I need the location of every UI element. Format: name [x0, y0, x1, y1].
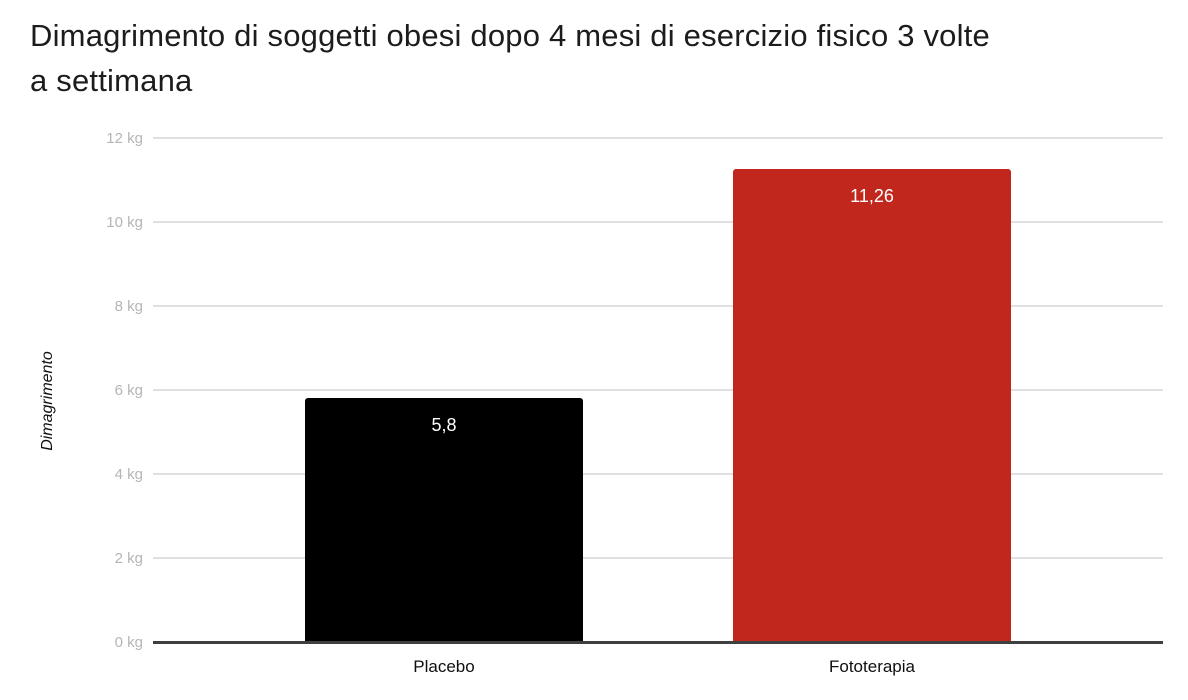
bar-value-label: 11,26: [850, 186, 894, 207]
chart-title-line-2: a settimana: [30, 63, 193, 98]
gridline: [153, 305, 1163, 307]
y-tick-label: 0 kg: [114, 634, 143, 651]
x-category-label: Fototerapia: [829, 657, 915, 676]
x-category-label: Placebo: [413, 657, 475, 676]
x-axis-line: [153, 641, 1163, 644]
bar-placebo: 5,8: [305, 398, 583, 642]
y-tick-label: 4 kg: [114, 466, 143, 483]
y-tick-label: 12 kg: [106, 130, 143, 147]
y-tick-label: 6 kg: [114, 382, 143, 399]
chart-title: Dimagrimento di soggetti obesi dopo 4 me…: [30, 13, 990, 103]
y-tick-label: 10 kg: [106, 214, 143, 231]
gridline: [153, 221, 1163, 223]
chart-title-line-1: Dimagrimento di soggetti obesi dopo 4 me…: [30, 18, 990, 53]
y-tick-label: 2 kg: [114, 550, 143, 567]
gridline: [153, 389, 1163, 391]
gridline: [153, 473, 1163, 475]
y-tick-label: 8 kg: [114, 298, 143, 315]
gridline: [153, 557, 1163, 559]
gridline: [153, 137, 1163, 139]
bar-fototerapia: 11,26: [733, 169, 1011, 642]
bar-value-label: 5,8: [431, 415, 457, 436]
